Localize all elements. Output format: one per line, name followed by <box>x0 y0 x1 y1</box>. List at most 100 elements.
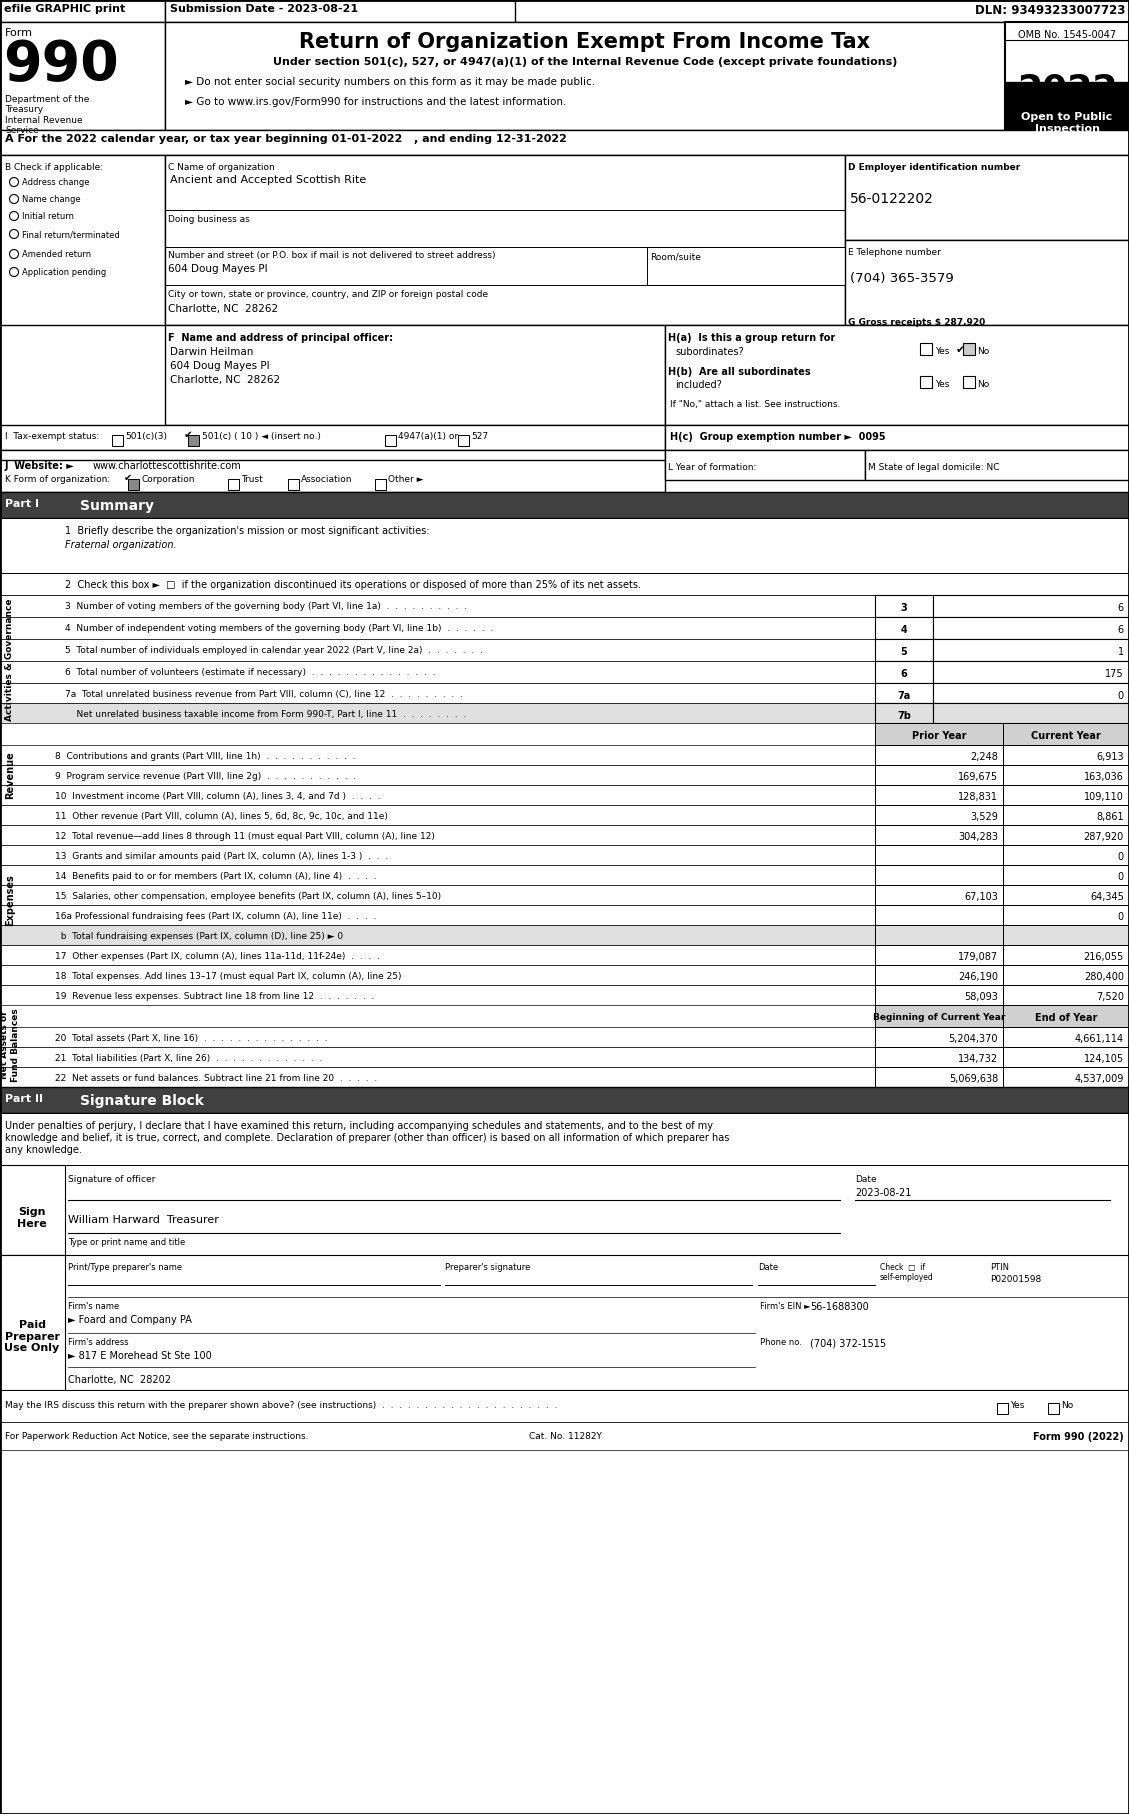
Text: 4,661,114: 4,661,114 <box>1075 1034 1124 1045</box>
Text: 501(c)(3): 501(c)(3) <box>125 432 167 441</box>
Text: 3,529: 3,529 <box>970 813 998 822</box>
Text: 22  Net assets or fund balances. Subtract line 21 from line 20  .  .  .  .  .: 22 Net assets or fund balances. Subtract… <box>55 1074 377 1083</box>
Bar <box>875 865 1003 885</box>
Bar <box>0 1165 65 1255</box>
Text: H(a)  Is this a group return for: H(a) Is this a group return for <box>668 334 835 343</box>
Text: Address change: Address change <box>21 178 89 187</box>
Text: 0: 0 <box>1118 691 1124 700</box>
Text: May the IRS discuss this return with the preparer shown above? (see instructions: May the IRS discuss this return with the… <box>5 1400 558 1409</box>
Bar <box>647 247 844 285</box>
Text: M State of legal domicile: NC: M State of legal domicile: NC <box>868 463 999 472</box>
Text: 2023-08-21: 2023-08-21 <box>855 1188 911 1197</box>
Text: 4: 4 <box>901 626 908 635</box>
Text: 8  Contributions and grants (Part VIII, line 1h)  .  .  .  .  .  .  .  .  .  .  : 8 Contributions and grants (Part VIII, l… <box>55 753 356 762</box>
Bar <box>0 1255 1129 1390</box>
Bar <box>1005 22 1129 131</box>
Bar <box>665 450 865 481</box>
Text: William Harward  Treasurer: William Harward Treasurer <box>68 1215 219 1224</box>
Bar <box>875 704 933 724</box>
Text: Signature Block: Signature Block <box>80 1094 204 1108</box>
Bar <box>920 343 933 356</box>
Text: 12  Total revenue—add lines 8 through 11 (must equal Part VIII, column (A), line: 12 Total revenue—add lines 8 through 11 … <box>55 833 435 842</box>
Text: Firm's name: Firm's name <box>68 1302 120 1312</box>
Bar <box>875 825 1003 845</box>
Bar <box>875 905 1003 925</box>
Bar <box>0 1255 65 1390</box>
Text: I  Tax-exempt status:: I Tax-exempt status: <box>5 432 99 441</box>
Bar <box>1003 985 1129 1005</box>
Text: Print/Type preparer's name: Print/Type preparer's name <box>68 1263 182 1272</box>
Bar <box>875 766 1003 785</box>
Text: 67,103: 67,103 <box>964 892 998 902</box>
Text: 5,204,370: 5,204,370 <box>948 1034 998 1045</box>
Text: 527: 527 <box>471 432 488 441</box>
Bar <box>1003 724 1129 746</box>
Text: 5  Total number of individuals employed in calendar year 2022 (Part V, line 2a) : 5 Total number of individuals employed i… <box>65 646 483 655</box>
Bar <box>875 965 1003 985</box>
Text: 7b: 7b <box>898 711 911 720</box>
Text: Sign
Here: Sign Here <box>17 1206 47 1228</box>
Text: 1  Briefly describe the organization's mission or most significant activities:: 1 Briefly describe the organization's mi… <box>65 526 429 535</box>
Text: City or town, state or province, country, and ZIP or foreign postal code: City or town, state or province, country… <box>168 290 488 299</box>
Text: Revenue: Revenue <box>5 751 15 798</box>
Text: OMB No. 1545-0047: OMB No. 1545-0047 <box>1018 31 1117 40</box>
Text: Phone no.: Phone no. <box>760 1339 802 1348</box>
Bar <box>1003 825 1129 845</box>
Bar <box>0 925 1129 945</box>
Text: b  Total fundraising expenses (Part IX, column (D), line 25) ► 0: b Total fundraising expenses (Part IX, c… <box>55 932 343 941</box>
Text: 124,105: 124,105 <box>1084 1054 1124 1065</box>
Bar <box>0 1027 1129 1047</box>
Text: 1: 1 <box>1118 648 1124 657</box>
Text: 2,248: 2,248 <box>970 753 998 762</box>
Text: 11  Other revenue (Part VIII, column (A), lines 5, 6d, 8c, 9c, 10c, and 11e): 11 Other revenue (Part VIII, column (A),… <box>55 813 388 822</box>
Text: 6: 6 <box>1118 602 1124 613</box>
Text: 7,520: 7,520 <box>1096 992 1124 1001</box>
Text: Date: Date <box>758 1263 778 1272</box>
Text: Submission Date - 2023-08-21: Submission Date - 2023-08-21 <box>170 4 358 15</box>
Text: 7a  Total unrelated business revenue from Part VIII, column (C), line 12  .  .  : 7a Total unrelated business revenue from… <box>65 689 463 698</box>
Text: 64,345: 64,345 <box>1091 892 1124 902</box>
Bar <box>112 435 123 446</box>
Text: included?: included? <box>675 379 721 390</box>
Text: L Year of formation:: L Year of formation: <box>668 463 756 472</box>
Text: Name change: Name change <box>21 194 80 203</box>
Bar <box>0 1165 1129 1255</box>
Text: Charlotte, NC  28202: Charlotte, NC 28202 <box>68 1375 170 1386</box>
Text: knowledge and belief, it is true, correct, and complete. Declaration of preparer: knowledge and belief, it is true, correc… <box>5 1134 729 1143</box>
Bar <box>189 435 199 446</box>
Text: Doing business as: Doing business as <box>168 216 250 223</box>
Text: Expenses: Expenses <box>5 874 15 925</box>
Bar <box>875 845 1003 865</box>
Text: Other ►: Other ► <box>388 475 423 484</box>
Text: (704) 372-1515: (704) 372-1515 <box>809 1339 886 1348</box>
Bar <box>1003 1047 1129 1067</box>
Text: Summary: Summary <box>80 499 154 513</box>
Bar <box>0 1087 1129 1114</box>
Bar <box>1003 945 1129 965</box>
Bar <box>875 746 1003 766</box>
Bar <box>1003 925 1129 945</box>
Text: 2022: 2022 <box>1017 73 1118 107</box>
Bar <box>0 1047 1129 1067</box>
Bar <box>1003 1067 1129 1087</box>
Text: Association: Association <box>301 475 352 484</box>
Text: 128,831: 128,831 <box>959 793 998 802</box>
Text: 20  Total assets (Part X, line 16)  .  .  .  .  .  .  .  .  .  .  .  .  .  .  .: 20 Total assets (Part X, line 16) . . . … <box>55 1034 327 1043</box>
Text: Open to Public
Inspection: Open to Public Inspection <box>1022 112 1112 134</box>
Text: 56-1688300: 56-1688300 <box>809 1302 868 1312</box>
Text: Date: Date <box>855 1175 876 1185</box>
Text: Preparer's signature: Preparer's signature <box>445 1263 531 1272</box>
Text: 304,283: 304,283 <box>959 833 998 842</box>
Bar <box>0 785 1129 805</box>
Text: 6: 6 <box>901 669 908 678</box>
Bar <box>1003 885 1129 905</box>
Bar <box>875 660 933 684</box>
Text: 3  Number of voting members of the governing body (Part VI, line 1a)  .  .  .  .: 3 Number of voting members of the govern… <box>65 602 467 611</box>
Text: No: No <box>977 379 989 388</box>
Text: 21  Total liabilities (Part X, line 26)  .  .  .  .  .  .  .  .  .  .  .  .  .: 21 Total liabilities (Part X, line 26) .… <box>55 1054 323 1063</box>
Text: 604 Doug Mayes Pl: 604 Doug Mayes Pl <box>168 265 268 274</box>
Text: Form: Form <box>5 27 33 38</box>
Text: End of Year: End of Year <box>1035 1012 1097 1023</box>
Bar <box>0 0 1129 22</box>
Text: DLN: 93493233007723: DLN: 93493233007723 <box>974 4 1124 16</box>
